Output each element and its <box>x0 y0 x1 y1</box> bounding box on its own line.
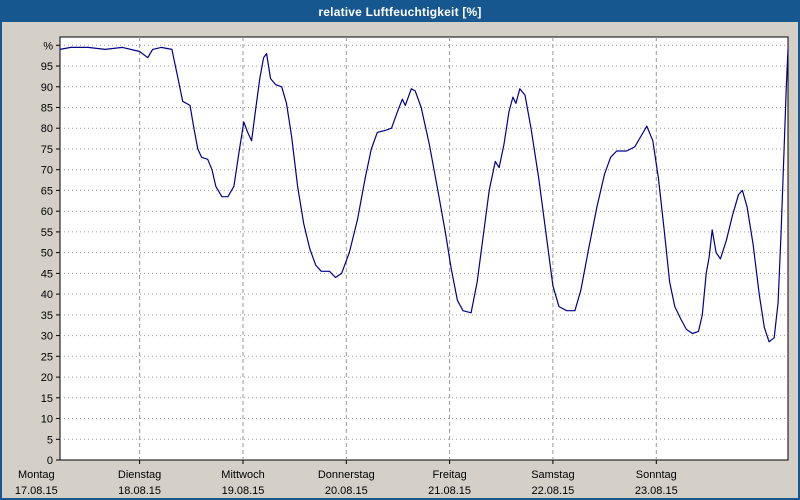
y-tick-label: 60 <box>41 206 53 218</box>
y-tick-label: 35 <box>41 310 53 322</box>
humidity-line <box>59 46 789 343</box>
y-tick-label: 90 <box>41 82 53 94</box>
y-tick-label: 30 <box>41 331 53 343</box>
x-day-label: Sonntag <box>636 469 677 481</box>
y-tick-label: 95 <box>41 61 53 73</box>
plot-area <box>59 36 789 461</box>
chart-area: % 95 90 85 80 75 70 65 60 55 50 45 40 35 30 25 20 15 10 5 0 M… <box>2 22 798 498</box>
x-day-label: Donnerstag <box>318 469 375 481</box>
x-date-label: 19.08.15 <box>222 485 265 497</box>
x-date-label: 18.08.15 <box>118 485 161 497</box>
y-tick-label: 80 <box>41 123 53 135</box>
y-tick-label: 85 <box>41 103 53 115</box>
x-date-label: 22.08.15 <box>531 485 574 497</box>
y-tick-label: 45 <box>41 268 53 280</box>
x-date-label: 21.08.15 <box>428 485 471 497</box>
y-tick-label: 25 <box>41 351 53 363</box>
x-day-label: Montag <box>18 469 55 481</box>
x-date-label: 23.08.15 <box>635 485 678 497</box>
y-tick-label: 65 <box>41 185 53 197</box>
title-bar: relative Luftfeuchtigkeit [%] <box>2 2 798 22</box>
y-tick-label: 20 <box>41 372 53 384</box>
x-date-label: 17.08.15 <box>15 485 58 497</box>
y-tick-label: 0 <box>47 455 53 467</box>
y-tick-label: 50 <box>41 248 53 260</box>
y-tick-label: 10 <box>41 414 53 426</box>
humidity-line-chart: %95908580757065605550454035302520151050M… <box>15 36 789 497</box>
x-day-label: Freitag <box>432 469 466 481</box>
x-day-label: Mittwoch <box>221 469 264 481</box>
y-tick-label: % <box>43 40 53 52</box>
y-tick-label: 40 <box>41 289 53 301</box>
x-day-label: Dienstag <box>118 469 161 481</box>
y-tick-label: 75 <box>41 144 53 156</box>
y-tick-label: 5 <box>47 434 53 446</box>
x-day-label: Samstag <box>531 469 574 481</box>
y-tick-label: 55 <box>41 227 53 239</box>
y-tick-label: 70 <box>41 165 53 177</box>
y-tick-label: 15 <box>41 393 53 405</box>
x-date-label: 20.08.15 <box>325 485 368 497</box>
window-title: relative Luftfeuchtigkeit [%] <box>318 5 482 19</box>
